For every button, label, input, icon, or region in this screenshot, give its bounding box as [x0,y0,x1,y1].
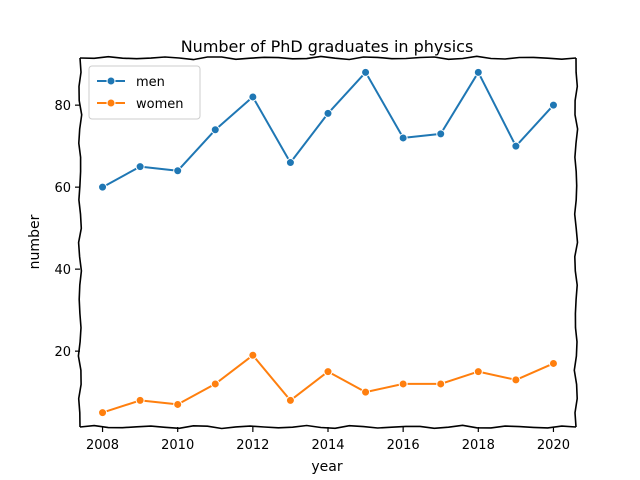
legend-label-men: men [136,75,165,90]
data-point-men [173,166,183,176]
axis-spine-right [573,57,579,428]
x-tick-label: 2020 [537,438,570,453]
data-point-men [548,100,558,110]
data-point-men [98,182,108,192]
data-point-women [98,408,108,418]
legend-marker-women [106,98,116,108]
chart-title: Number of PhD graduates in physics [181,37,474,56]
data-point-men [511,141,521,151]
axis-spine-left [77,57,83,428]
y-tick-label: 40 [54,263,71,278]
data-point-women [323,367,333,377]
x-tick-label: 2016 [387,438,420,453]
data-point-men [135,162,145,172]
data-point-men [436,129,446,139]
data-point-men [361,67,371,77]
series-line-women [102,354,554,414]
data-point-women [398,379,408,389]
data-point-men [398,133,408,143]
legend-label-women: women [136,97,184,112]
data-point-women [436,379,446,389]
data-point-women [285,395,295,405]
series-layer [98,67,558,418]
data-point-men [285,158,295,168]
data-point-men [323,108,333,118]
data-point-women [173,399,183,409]
data-point-women [511,375,521,385]
x-axis-label: year [311,459,342,475]
data-point-women [248,350,258,360]
data-point-women [210,379,220,389]
data-point-men [248,92,258,102]
y-tick-label: 20 [54,345,71,360]
series-men [98,67,558,192]
data-point-men [210,125,220,135]
data-point-women [361,387,371,397]
legend: men women [88,65,201,120]
x-tick-label: 2014 [311,438,344,453]
y-tick-label: 60 [54,181,71,196]
legend-box [88,65,201,120]
data-point-women [473,367,483,377]
data-point-women [135,395,145,405]
x-tick-label: 2008 [86,438,119,453]
x-tick-label: 2018 [462,438,495,453]
y-axis-label: number [27,214,43,269]
axis-spine-top [79,55,577,61]
data-point-men [473,67,483,77]
legend-marker-men [106,76,116,86]
x-tick-label: 2010 [161,438,194,453]
y-tick-label: 80 [54,99,71,114]
data-point-women [548,358,558,368]
x-tick-label: 2012 [236,438,269,453]
series-women [98,350,558,418]
